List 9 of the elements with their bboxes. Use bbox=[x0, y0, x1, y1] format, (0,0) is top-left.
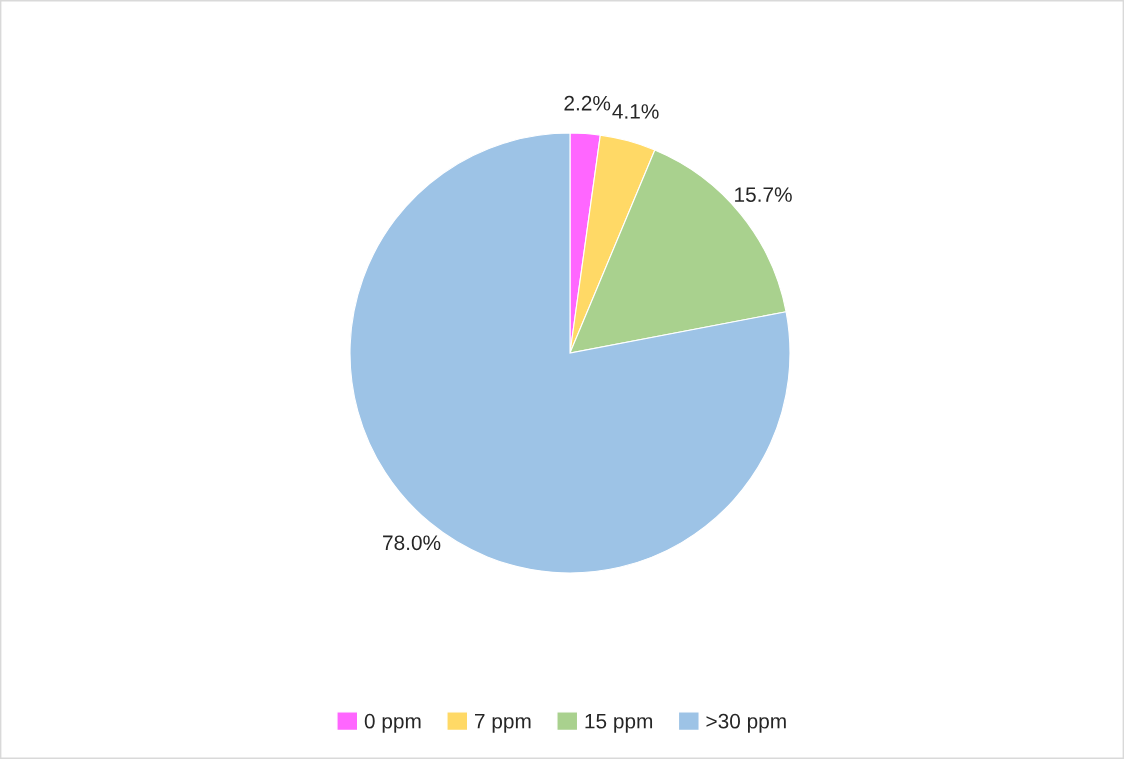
data-label: 4.1% bbox=[612, 104, 659, 119]
legend-label: 15 ppm bbox=[585, 714, 653, 733]
pie-slice bbox=[349, 132, 791, 574]
legend-label: >30 ppm bbox=[706, 713, 786, 733]
legend-label: 0 ppm bbox=[364, 713, 421, 733]
data-label: 15.7% bbox=[735, 187, 792, 202]
legend-label: 7 ppm bbox=[475, 714, 531, 733]
data-label: 78.0% bbox=[383, 535, 441, 551]
data-label: 2.2% bbox=[564, 95, 611, 111]
